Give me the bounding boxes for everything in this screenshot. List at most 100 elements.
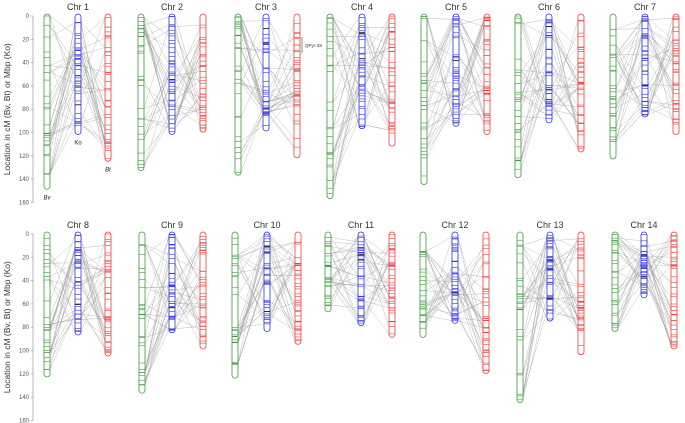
synteny-link-ko-bt (457, 292, 484, 303)
chromosome-title: Chr 4 (351, 2, 373, 12)
synteny-link-ko-bt (363, 284, 390, 297)
synteny-link-bv-ko (144, 304, 170, 318)
synteny-link-ko-bt (174, 282, 201, 318)
synteny-link-bv-ko (144, 237, 170, 306)
synteny-link-ko-bt (364, 51, 390, 54)
synteny-link-bv-ko (144, 244, 170, 304)
chromosome-title: Chr 9 (161, 220, 183, 230)
synteny-link-ko-bt (174, 75, 201, 81)
synteny-link-bv-ko (330, 252, 359, 306)
synteny-link-ko-bt (80, 277, 106, 311)
synteny-link-ko-bt (552, 282, 579, 302)
synteny-link-bv-ko (49, 59, 76, 73)
synteny-link-bv-ko (49, 15, 76, 36)
synteny-link-bv-ko (49, 125, 76, 136)
synteny-link-bv-ko (332, 48, 360, 126)
synteny-link-bv-ko (49, 56, 76, 141)
synteny-link-bv-ko (330, 285, 359, 324)
synteny-link-ko-bt (80, 281, 106, 320)
synteny-link-bv-ko (425, 267, 453, 316)
synteny-link-ko-bt (364, 23, 390, 120)
synteny-link-bv-ko (520, 37, 547, 84)
synteny-link-bv-ko (522, 240, 548, 310)
synteny-link-bv-ko (49, 15, 76, 94)
synteny-link-ko-bt (458, 114, 485, 116)
synteny-link-ko-bt (269, 247, 296, 271)
synteny-link-bv-ko (522, 310, 548, 395)
synteny-link-bv-ko (425, 273, 453, 316)
synteny-link-ko-bt (80, 87, 106, 91)
chromosome-title: Chr 11 (348, 220, 374, 230)
synteny-link-ko-bt (552, 238, 579, 241)
synteny-link-ko-bt (269, 263, 296, 316)
synteny-link-bv-ko (615, 57, 643, 116)
synteny-link-bv-ko (330, 265, 359, 277)
synteny-link-ko-bt (647, 54, 674, 62)
synteny-link-bv-ko (426, 90, 454, 139)
synteny-link-ko-bt (458, 25, 485, 109)
synteny-link-ko-bt (551, 22, 579, 48)
synteny-link-ko-bt (174, 61, 201, 116)
synteny-link-bv-ko (615, 58, 643, 108)
synteny-link-ko-bt (363, 243, 390, 277)
synteny-link-ko-bt (646, 252, 672, 265)
synteny-link-bv-ko (426, 95, 454, 124)
synteny-link-bv-ko (144, 286, 170, 288)
synteny-link-bv-ko (425, 293, 453, 304)
synteny-link-bv-ko (332, 64, 360, 154)
bt-chromosome (577, 231, 585, 356)
synteny-link-bv-ko (426, 40, 454, 57)
bv-chromosome (609, 13, 617, 160)
synteny-link-bv-ko (332, 33, 360, 128)
synteny-link-ko-bt (268, 67, 295, 106)
synteny-link-ko-bt (174, 97, 201, 129)
bt-chromosome (482, 231, 490, 374)
synteny-link-ko-bt (174, 296, 201, 344)
synteny-link-ko-bt (647, 27, 674, 115)
synteny-link-ko-bt (646, 256, 672, 326)
synteny-link-bv-ko (617, 271, 642, 328)
synteny-link-bv-ko (144, 273, 170, 315)
synteny-link-ko-bt (80, 114, 106, 123)
synteny-link-ko-bt (552, 257, 579, 267)
synteny-link-ko-bt (174, 292, 201, 300)
synteny-link-ko-bt (364, 25, 390, 87)
synteny-link-ko-bt (363, 300, 390, 309)
synteny-link-bv-ko (426, 40, 454, 107)
synteny-link-ko-bt (269, 242, 296, 248)
synteny-link-bv-ko (615, 19, 643, 55)
synteny-link-ko-bt (457, 263, 484, 316)
synteny-link-ko-bt (551, 32, 579, 83)
synteny-link-bv-ko (520, 93, 547, 115)
synteny-link-ko-bt (269, 263, 296, 269)
synteny-link-ko-bt (80, 249, 106, 322)
synteny-link-bv-ko (237, 255, 265, 323)
bv-chromosome (231, 231, 239, 379)
synteny-link-ko-bt (551, 20, 579, 106)
synteny-link-bv-ko (615, 36, 643, 67)
synteny-link-ko-bt (551, 84, 579, 90)
qtl-label: QPyr-3S (305, 43, 322, 48)
synteny-link-ko-bt (551, 20, 579, 83)
synteny-link-ko-bt (80, 83, 106, 144)
synteny-link-bv-ko (520, 105, 547, 130)
chromosome-title: Chr 7 (634, 2, 656, 12)
synteny-link-bv-ko (425, 288, 453, 322)
synteny-link-bv-ko (240, 83, 264, 103)
synteny-link-ko-bt (174, 286, 201, 322)
synteny-link-ko-bt (80, 287, 106, 315)
synteny-link-bv-ko (520, 32, 547, 161)
synteny-link-bv-ko (240, 65, 264, 112)
synteny-link-ko-bt (647, 48, 674, 59)
synteny-link-bv-ko (520, 75, 547, 104)
chromosome-title: Chr 3 (255, 2, 277, 12)
synteny-link-ko-bt (551, 105, 579, 148)
synteny-link-ko-bt (647, 51, 674, 111)
synteny-link-ko-bt (552, 257, 579, 302)
synteny-link-bv-ko (522, 265, 548, 304)
synteny-link-ko-bt (80, 121, 106, 149)
synteny-link-ko-bt (80, 313, 106, 318)
synteny-link-ko-bt (80, 254, 106, 264)
synteny-link-ko-bt (646, 256, 672, 345)
